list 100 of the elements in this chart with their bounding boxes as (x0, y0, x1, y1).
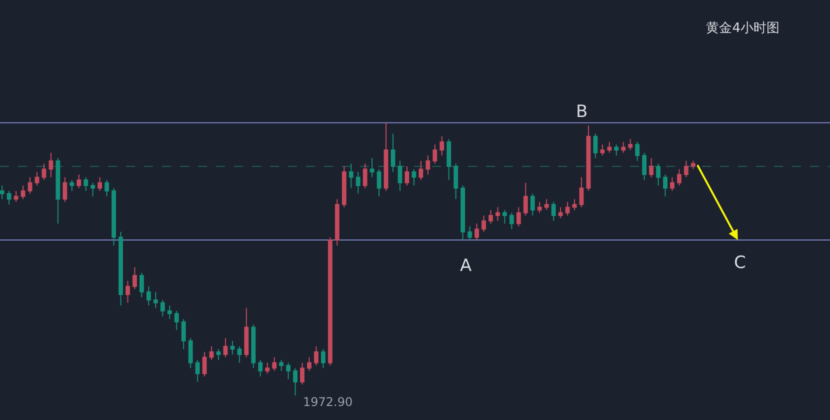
candlestick (118, 231, 123, 306)
candlestick (446, 138, 452, 180)
text: B (576, 102, 588, 122)
candlestick (272, 356, 277, 372)
candlestick (496, 206, 500, 222)
candlestick (523, 182, 528, 216)
candlestick (370, 158, 374, 178)
candlestick (209, 346, 214, 360)
candlestick (160, 300, 165, 317)
candlestick (126, 280, 130, 304)
annotation: 1972.90 (303, 395, 353, 409)
candlestick (572, 198, 577, 210)
candlestick (677, 168, 682, 186)
candlestick (174, 310, 179, 330)
candlestick (502, 210, 507, 224)
candlestick (202, 351, 207, 377)
candlestick (6, 190, 12, 206)
text: 黄金4小时图 (706, 20, 780, 36)
candlestick (488, 210, 493, 224)
candlestick (112, 188, 116, 246)
candlestick (265, 362, 270, 374)
candlestick (565, 201, 570, 216)
candlestick (140, 272, 144, 298)
candlestick (188, 338, 193, 369)
candlestick (56, 158, 60, 224)
candlestick (48, 152, 54, 178)
candlestick (300, 362, 304, 386)
candlestick (593, 133, 598, 159)
candlestick (642, 152, 647, 180)
candlestick (279, 360, 284, 372)
candlestick (656, 163, 660, 186)
candlestick (76, 174, 82, 189)
candlestick (558, 206, 563, 219)
candlestick (530, 193, 535, 216)
candlestick (690, 160, 696, 170)
candlestick (670, 176, 674, 192)
candlestick (628, 138, 633, 150)
candlestick (314, 346, 318, 366)
candlestick (0, 184, 4, 200)
candlestick (146, 286, 151, 306)
candlestick (42, 163, 46, 180)
candlestick (90, 182, 96, 197)
candlestick (328, 236, 332, 366)
candlestick (104, 180, 110, 197)
candlestick (586, 124, 591, 192)
candlestick (663, 174, 668, 197)
candlestick (412, 168, 416, 186)
candlestick (440, 136, 444, 156)
candlestick (70, 180, 74, 192)
candlestick (34, 171, 40, 186)
candlestick (84, 176, 88, 192)
candlestick (460, 184, 466, 240)
candlestick (537, 201, 542, 214)
candlestick (132, 266, 137, 290)
candlestick (600, 144, 605, 156)
candlestick (607, 141, 612, 154)
candlestick (614, 144, 619, 156)
candlestick (307, 356, 312, 372)
candlestick (334, 198, 340, 246)
candlestick (244, 308, 249, 358)
candlestick (251, 324, 256, 369)
candlestick (28, 176, 32, 194)
candlestick (432, 144, 438, 164)
candlestick (384, 122, 388, 192)
candlestick (468, 226, 472, 240)
candlestick (426, 154, 430, 176)
candlestick (286, 362, 291, 380)
candlestick (544, 198, 549, 210)
candlestick (390, 133, 396, 172)
candlestick (516, 206, 521, 227)
candlestick (230, 340, 235, 356)
candlestick (348, 163, 354, 189)
candlestick (167, 304, 172, 320)
candlestick (482, 214, 486, 232)
candlestick (153, 291, 158, 309)
candlestick (356, 171, 360, 194)
candlestick (509, 212, 514, 230)
candlestick (237, 346, 242, 364)
candlestick (216, 348, 221, 360)
candlestick (14, 190, 18, 202)
candlestick (98, 176, 102, 192)
candlestick (649, 158, 654, 178)
candlestick (684, 160, 688, 178)
candlestick (258, 360, 263, 377)
candlestick (342, 166, 346, 208)
candlestick (20, 184, 26, 200)
candlestick (320, 348, 326, 369)
candlestick (195, 360, 200, 382)
candlestick (404, 166, 410, 186)
candlestick (635, 141, 640, 162)
candlestick (362, 163, 368, 189)
annotation: A (460, 256, 472, 276)
candlestick (376, 168, 382, 197)
candlestick (418, 160, 424, 180)
candlestick (621, 141, 626, 154)
candlestick (62, 176, 68, 202)
candlestick (223, 338, 228, 358)
text: C (734, 253, 746, 273)
candlestick (398, 160, 402, 192)
candlestick (474, 223, 479, 240)
